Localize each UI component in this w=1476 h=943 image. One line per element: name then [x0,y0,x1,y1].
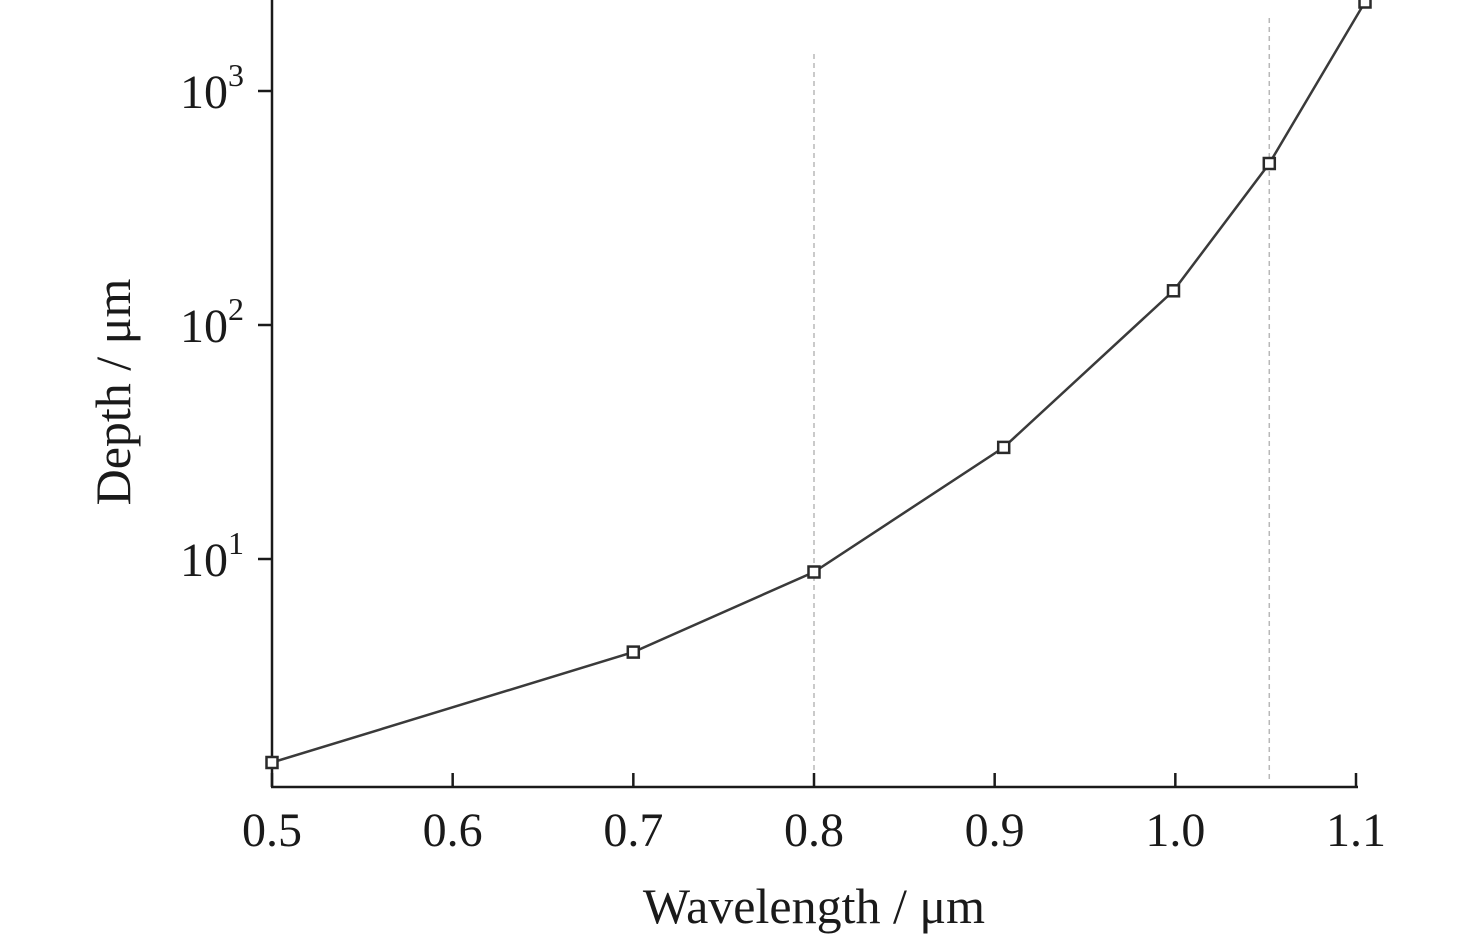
y-tick-label: 102 [180,291,244,353]
x-tick-label: 0.6 [423,804,483,857]
series [265,0,1372,770]
data-point-marker [996,440,1011,455]
x-tick-label: 0.8 [784,804,844,857]
x-tick-label: 1.1 [1326,804,1386,857]
data-point-marker [1166,284,1181,298]
data-point-marker [265,755,279,770]
data-point-marker [626,645,641,659]
reference-lines [813,18,1271,781]
x-ticks: 0.5 0.6 0.7 0.8 0.9 1.0 1.1 [242,773,1386,857]
series-line [271,1,1367,764]
data-point-marker [1358,0,1372,9]
x-axis-title: Wavelength / μm [643,878,985,934]
data-point-marker [1262,156,1277,171]
x-tick-label: 0.5 [242,804,302,857]
y-axis-title: Depth / μm [85,279,141,506]
y-ticks: 101 102 103 [180,57,272,587]
x-tick-label: 0.7 [603,804,663,857]
y-tick-label: 103 [180,57,244,119]
y-tick-label: 101 [180,525,244,587]
x-tick-label: 1.0 [1145,804,1205,857]
x-tick-label: 0.9 [965,804,1025,857]
data-point-marker [807,565,821,579]
